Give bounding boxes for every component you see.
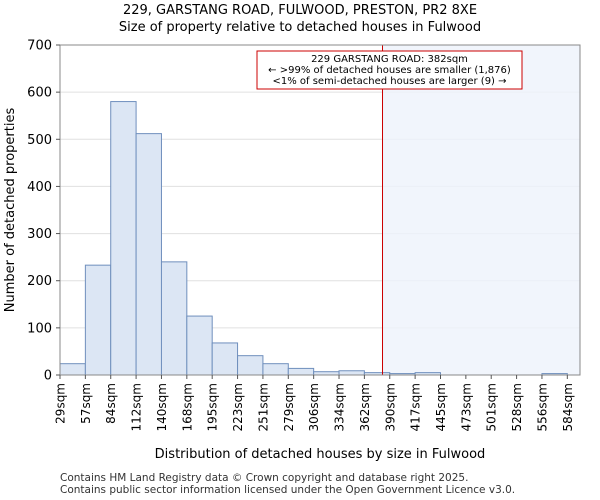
x-tick-label: 279sqm xyxy=(282,383,296,431)
annotation-line-3: <1% of semi-detached houses are larger (… xyxy=(272,76,506,87)
bar-168sqm xyxy=(186,315,213,376)
x-tick-label: 334sqm xyxy=(333,383,347,431)
bar-334sqm xyxy=(338,370,365,376)
y-tick-label: 100 xyxy=(27,321,52,336)
x-tick-label: 528sqm xyxy=(510,383,524,431)
bar-84sqm xyxy=(110,101,137,376)
annotation-line-2: ← >99% of detached houses are smaller (1… xyxy=(268,65,511,76)
x-tick-label: 251sqm xyxy=(256,383,270,431)
x-tick-label: 306sqm xyxy=(307,383,321,431)
x-tick-label: 84sqm xyxy=(104,383,118,424)
chart-subtitle: Size of property relative to detached ho… xyxy=(118,20,482,35)
larger-region-shade xyxy=(382,45,580,375)
bar-195sqm xyxy=(211,342,239,376)
x-tick-label: 473sqm xyxy=(459,383,473,431)
x-tick-label: 168sqm xyxy=(180,383,194,431)
annotation-box xyxy=(256,50,523,90)
y-tick-label: 600 xyxy=(27,86,52,101)
x-tick-label: 362sqm xyxy=(358,383,372,431)
x-tick-label: 140sqm xyxy=(155,383,169,431)
y-axis-label: Number of detached properties xyxy=(3,108,18,313)
bar-279sqm xyxy=(287,367,315,376)
y-tick-label: 200 xyxy=(27,274,52,289)
x-tick-label: 112sqm xyxy=(130,383,144,431)
y-tick-label: 500 xyxy=(27,133,52,148)
y-tick-label: 0 xyxy=(44,369,52,384)
x-tick-label: 445sqm xyxy=(434,383,448,431)
x-tick-label: 556sqm xyxy=(535,383,549,431)
x-tick-label: 501sqm xyxy=(485,383,499,431)
x-tick-label: 29sqm xyxy=(54,383,68,424)
bar-57sqm xyxy=(84,264,112,376)
plot-frame xyxy=(59,44,581,376)
x-tick-label: 584sqm xyxy=(561,383,575,431)
bar-112sqm xyxy=(135,133,162,376)
footer-line-1: Contains HM Land Registry data © Crown c… xyxy=(60,472,469,484)
annotation-line-1: 229 GARSTANG ROAD: 382sqm xyxy=(311,54,468,65)
y-tick-label: 400 xyxy=(27,180,52,195)
bar-140sqm xyxy=(160,261,188,376)
footer-line-2: Contains public sector information licen… xyxy=(60,484,516,496)
y-tick-label: 300 xyxy=(27,227,52,242)
bar-223sqm xyxy=(237,355,264,376)
x-tick-label: 390sqm xyxy=(383,383,397,431)
chart-title: 229, GARSTANG ROAD, FULWOOD, PRESTON, PR… xyxy=(122,3,478,18)
x-tick-label: 195sqm xyxy=(206,383,220,431)
bar-251sqm xyxy=(262,363,289,376)
marker-annotation: 229 GARSTANG ROAD: 382sqm ← >99% of deta… xyxy=(256,50,523,90)
x-axis-label: Distribution of detached houses by size … xyxy=(155,447,486,462)
y-tick-label: 700 xyxy=(27,39,52,54)
x-tick-label: 223sqm xyxy=(231,383,245,431)
x-tick-label: 57sqm xyxy=(79,383,93,424)
x-tick-label: 417sqm xyxy=(409,383,423,431)
bar-29sqm xyxy=(59,363,86,376)
